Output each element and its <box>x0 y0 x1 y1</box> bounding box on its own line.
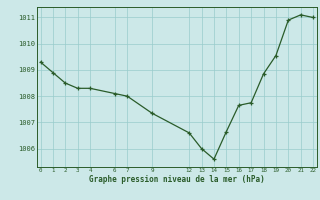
X-axis label: Graphe pression niveau de la mer (hPa): Graphe pression niveau de la mer (hPa) <box>89 175 265 184</box>
